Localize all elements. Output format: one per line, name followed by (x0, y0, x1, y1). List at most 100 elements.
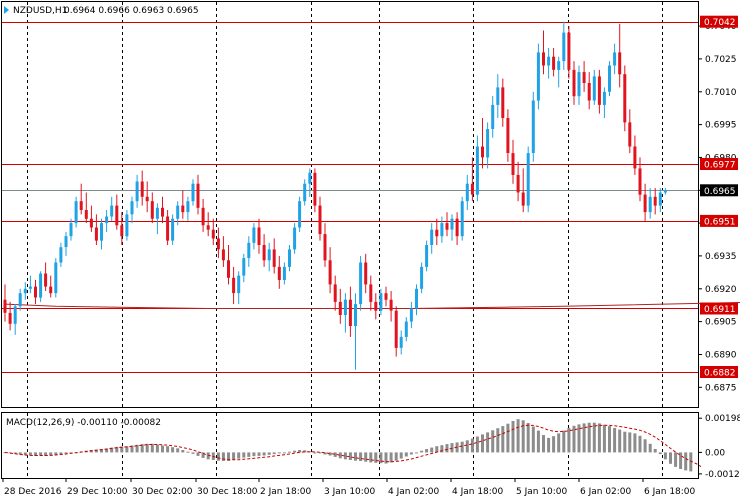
symbol-triangle-icon (4, 6, 9, 14)
candle-body (100, 223, 103, 241)
candle (542, 30, 545, 75)
macd-histogram-bar (608, 426, 611, 453)
candle (348, 286, 352, 337)
candle-body (648, 196, 652, 213)
candle-body (171, 218, 175, 241)
macd-signal-line (4, 424, 702, 468)
level-label: 0.7042 (700, 15, 738, 28)
price-tick-label: 0.6920 (705, 285, 737, 295)
candle-body (39, 273, 43, 298)
candle (3, 284, 7, 322)
candle-body (328, 260, 332, 285)
candle (267, 242, 271, 272)
macd-histogram-bar (542, 435, 545, 453)
macd-histogram-bar (135, 444, 139, 453)
macd-histogram-bar (602, 424, 606, 453)
candle-body (282, 266, 286, 280)
candle-body (450, 218, 454, 230)
candle-body (557, 61, 561, 70)
price-tick-label: 0.6890 (705, 351, 737, 361)
macd-histogram-bar (628, 432, 632, 453)
macd-histogram-bar (140, 444, 144, 453)
candle (470, 157, 474, 202)
candle (176, 201, 180, 226)
candle-body (288, 249, 291, 267)
candle (257, 218, 261, 254)
candle (343, 293, 347, 333)
level-label: 0.6911 (700, 302, 738, 315)
macd-histogram-bar (582, 423, 586, 453)
candle (526, 146, 530, 213)
level-label-text: 0.6951 (704, 217, 736, 227)
macd-histogram-bar (267, 452, 271, 455)
macd-histogram-bar (404, 452, 408, 457)
macd-histogram-bar (496, 428, 500, 453)
candle-body (262, 245, 266, 261)
candle (44, 262, 48, 291)
macd-histogram-bar (465, 440, 469, 453)
macd-histogram-bar (13, 452, 17, 454)
macd-histogram-bar (420, 450, 424, 453)
macd-histogram-bar (125, 446, 129, 453)
candle-body (3, 299, 7, 313)
time-tick-label: 30 Dec 18:00 (197, 487, 258, 497)
macd-histogram-bar (171, 447, 175, 453)
time-tick-label: 2 Jan 18:00 (260, 487, 312, 497)
macd-tick-label: 0.00198 (705, 414, 740, 424)
macd-histogram-bar (288, 451, 291, 453)
candle-body (145, 196, 149, 202)
macd-histogram-bar (323, 452, 327, 455)
candle (384, 286, 388, 307)
candle (430, 223, 434, 254)
macd-histogram-bar (313, 452, 317, 454)
candle-body (602, 91, 606, 105)
candle (115, 194, 119, 230)
candle (155, 203, 159, 235)
candle-body (511, 153, 515, 175)
candle-body (74, 201, 78, 224)
candle-body (34, 286, 37, 298)
macd-histogram-bar (298, 450, 302, 453)
candle-body (176, 205, 180, 219)
candle (547, 48, 551, 79)
macd-histogram-bar (181, 450, 185, 453)
candle-body (592, 76, 596, 101)
macd-histogram-bar (216, 452, 220, 461)
candle (613, 43, 617, 75)
candle (379, 288, 383, 316)
candle (516, 161, 520, 202)
candle (435, 218, 439, 245)
candle-body (653, 196, 657, 206)
candle (39, 271, 43, 302)
candle (308, 168, 312, 197)
candle-body (105, 216, 109, 224)
macd-histogram-bar (618, 429, 622, 453)
candle (445, 212, 449, 237)
candle-body (577, 72, 581, 97)
time-tick-label: 6 Jan 18:00 (644, 487, 696, 497)
macd-histogram-bar (597, 423, 601, 453)
price-tick-label: 0.6935 (705, 252, 737, 262)
candle-body (369, 284, 373, 302)
macd-histogram-bar (526, 423, 530, 453)
candle-body (587, 83, 591, 101)
ohlc-text: 0.6964 0.6966 0.6963 0.6965 (64, 6, 199, 16)
candle-body (562, 32, 566, 62)
candle (511, 139, 515, 184)
candlesticks (3, 21, 667, 370)
candle (232, 266, 236, 305)
candle (191, 179, 195, 206)
candle-body (293, 227, 297, 250)
level-label-box (700, 302, 738, 315)
candle-body (445, 223, 449, 230)
candle-body (161, 207, 164, 217)
candle (120, 212, 124, 245)
candle (13, 304, 17, 335)
candle (23, 282, 27, 300)
macd-histogram-bar (221, 452, 225, 461)
candle-body (232, 277, 236, 294)
level-label-text: 0.6911 (704, 305, 736, 315)
macd-histogram-bar (247, 452, 251, 457)
macd-indicator (3, 419, 702, 472)
macd-histogram-bar (34, 452, 37, 456)
